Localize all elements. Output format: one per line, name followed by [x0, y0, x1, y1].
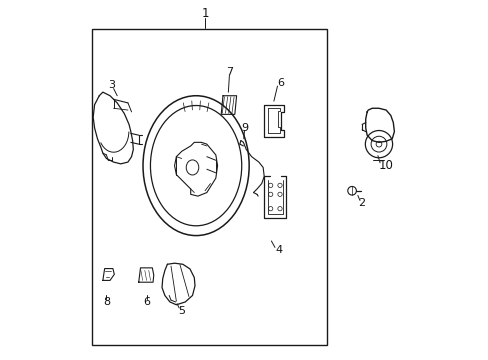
Text: 5: 5	[178, 306, 185, 316]
Text: 6: 6	[276, 78, 283, 88]
Text: 4: 4	[274, 245, 282, 255]
Text: 9: 9	[241, 123, 248, 133]
Text: 8: 8	[102, 297, 110, 307]
Text: 7: 7	[226, 67, 233, 77]
Text: 1: 1	[201, 7, 208, 20]
Text: 3: 3	[108, 80, 115, 90]
Text: 2: 2	[358, 198, 365, 208]
Text: 6: 6	[143, 297, 150, 307]
Bar	[92, 30, 326, 345]
Text: 10: 10	[378, 159, 393, 172]
